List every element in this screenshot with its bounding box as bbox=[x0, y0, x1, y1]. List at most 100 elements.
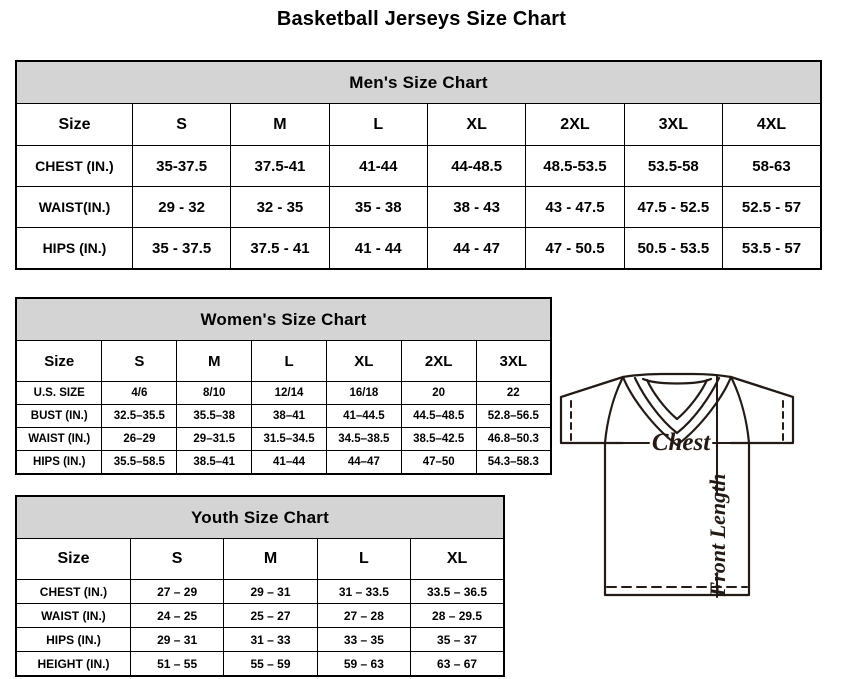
table-cell: 25 – 27 bbox=[223, 603, 318, 628]
left-armhole bbox=[603, 375, 625, 445]
table-cell: 34.5–38.5 bbox=[325, 427, 402, 451]
youth-size-chart-table: Youth Size Chart Size S M L XL CHEST (IN… bbox=[15, 495, 505, 677]
table-cell: 37.5-41 bbox=[230, 145, 330, 187]
youth-band-title: Youth Size Chart bbox=[15, 495, 505, 539]
womens-header-cell: L bbox=[251, 340, 327, 382]
womens-header-cell: M bbox=[176, 340, 253, 382]
youth-header-cell: M bbox=[223, 538, 318, 580]
table-row: HIPS (IN.) 35.5–58.5 38.5–41 41–44 44–47… bbox=[15, 450, 552, 475]
table-cell: 32 - 35 bbox=[230, 186, 330, 228]
collar-outer-v bbox=[621, 375, 733, 447]
mens-band-row: Men's Size Chart bbox=[15, 60, 822, 104]
table-cell: 44.5–48.5 bbox=[400, 404, 477, 428]
table-cell: 35-37.5 bbox=[131, 145, 232, 187]
row-label: WAIST (IN.) bbox=[15, 603, 131, 628]
table-cell: 12/14 bbox=[251, 381, 327, 405]
mens-header-cell: 3XL bbox=[623, 103, 723, 146]
table-row: BUST (IN.) 32.5–35.5 35.5–38 38–41 41–44… bbox=[15, 404, 552, 428]
row-label: WAIST(IN.) bbox=[15, 186, 133, 228]
row-label: CHEST (IN.) bbox=[15, 145, 133, 187]
table-cell: 53.5 - 57 bbox=[721, 227, 822, 270]
table-cell: 31 – 33.5 bbox=[316, 579, 412, 604]
mens-band-title: Men's Size Chart bbox=[15, 60, 822, 104]
table-cell: 33.5 – 36.5 bbox=[410, 579, 505, 604]
womens-header-cell: XL bbox=[325, 340, 402, 382]
collar-top-arc bbox=[641, 377, 713, 385]
youth-band-row: Youth Size Chart bbox=[15, 495, 505, 539]
table-cell: 58-63 bbox=[721, 145, 822, 187]
table-cell: 29 – 31 bbox=[129, 627, 225, 652]
table-row: WAIST(IN.) 29 - 32 32 - 35 35 - 38 38 - … bbox=[15, 186, 822, 228]
table-cell: 59 – 63 bbox=[316, 651, 412, 677]
front-length-measure-label: Front Length bbox=[705, 474, 730, 598]
mens-header-cell: 4XL bbox=[721, 103, 822, 146]
table-cell: 4/6 bbox=[101, 381, 178, 405]
body-outline bbox=[603, 441, 751, 597]
mens-header-cell: S bbox=[131, 103, 232, 146]
table-cell: 28 – 29.5 bbox=[410, 603, 505, 628]
table-row: WAIST (IN.) 26–29 29–31.5 31.5–34.5 34.5… bbox=[15, 427, 552, 451]
table-cell: 44-48.5 bbox=[426, 145, 527, 187]
youth-header-row: Size S M L XL bbox=[15, 538, 505, 580]
table-cell: 35.5–38 bbox=[176, 404, 253, 428]
row-label: CHEST (IN.) bbox=[15, 579, 131, 604]
table-cell: 48.5-53.5 bbox=[525, 145, 625, 187]
table-cell: 33 – 35 bbox=[316, 627, 412, 652]
table-cell: 27 – 28 bbox=[316, 603, 412, 628]
womens-header-cell: Size bbox=[15, 340, 103, 382]
row-label: HEIGHT (IN.) bbox=[15, 651, 131, 677]
youth-header-cell: XL bbox=[410, 538, 505, 580]
table-cell: 29 – 31 bbox=[223, 579, 318, 604]
table-cell: 16/18 bbox=[325, 381, 402, 405]
row-label: BUST (IN.) bbox=[15, 404, 103, 428]
table-cell: 29–31.5 bbox=[176, 427, 253, 451]
chest-measure-label: Chest bbox=[652, 429, 711, 456]
row-label: HIPS (IN.) bbox=[15, 450, 103, 475]
table-cell: 29 - 32 bbox=[131, 186, 232, 228]
table-cell: 38–41 bbox=[251, 404, 327, 428]
table-cell: 41 - 44 bbox=[328, 227, 428, 270]
table-row: CHEST (IN.) 35-37.5 37.5-41 41-44 44-48.… bbox=[15, 145, 822, 187]
table-row: HEIGHT (IN.) 51 – 55 55 – 59 59 – 63 63 … bbox=[15, 651, 505, 677]
collar-top-edge bbox=[621, 372, 733, 379]
table-cell: 35 – 37 bbox=[410, 627, 505, 652]
womens-band-title: Women's Size Chart bbox=[15, 297, 552, 341]
table-row: HIPS (IN.) 29 – 31 31 – 33 33 – 35 35 – … bbox=[15, 627, 505, 652]
table-row: WAIST (IN.) 24 – 25 25 – 27 27 – 28 28 –… bbox=[15, 603, 505, 628]
table-cell: 24 – 25 bbox=[129, 603, 225, 628]
youth-header-cell: Size bbox=[15, 538, 131, 580]
right-armhole bbox=[729, 375, 751, 445]
table-cell: 35 - 37.5 bbox=[131, 227, 232, 270]
womens-size-chart-table: Women's Size Chart Size S M L XL 2XL 3XL… bbox=[15, 297, 552, 475]
youth-header-cell: L bbox=[316, 538, 412, 580]
womens-header-cell: 2XL bbox=[400, 340, 477, 382]
womens-header-row: Size S M L XL 2XL 3XL bbox=[15, 340, 552, 382]
v-neck-jersey-illustration: Chest Front Length bbox=[535, 345, 835, 645]
table-cell: 35.5–58.5 bbox=[101, 450, 178, 475]
table-cell: 47.5 - 52.5 bbox=[623, 186, 723, 228]
table-cell: 41-44 bbox=[328, 145, 428, 187]
table-cell: 54.3–58.3 bbox=[475, 450, 552, 475]
table-cell: 47 - 50.5 bbox=[525, 227, 625, 270]
womens-header-cell: 3XL bbox=[475, 340, 552, 382]
table-row: HIPS (IN.) 35 - 37.5 37.5 - 41 41 - 44 4… bbox=[15, 227, 822, 270]
table-cell: 52.5 - 57 bbox=[721, 186, 822, 228]
collar-inner-v-1 bbox=[633, 376, 721, 435]
mens-header-cell: Size bbox=[15, 103, 133, 146]
table-cell: 41–44.5 bbox=[325, 404, 402, 428]
youth-header-cell: S bbox=[129, 538, 225, 580]
collar-inner-v-2 bbox=[645, 378, 709, 421]
mens-size-chart-table: Men's Size Chart Size S M L XL 2XL 3XL 4… bbox=[15, 60, 822, 270]
table-row: U.S. SIZE 4/6 8/10 12/14 16/18 20 22 bbox=[15, 381, 552, 405]
row-label: HIPS (IN.) bbox=[15, 627, 131, 652]
page-title: Basketball Jerseys Size Chart bbox=[276, 8, 567, 30]
table-cell: 38 - 43 bbox=[426, 186, 527, 228]
mens-header-cell: L bbox=[328, 103, 428, 146]
table-cell: 37.5 - 41 bbox=[230, 227, 330, 270]
row-label: U.S. SIZE bbox=[15, 381, 103, 405]
row-label: WAIST (IN.) bbox=[15, 427, 103, 451]
table-cell: 44 - 47 bbox=[426, 227, 527, 270]
table-cell: 63 – 67 bbox=[410, 651, 505, 677]
table-cell: 26–29 bbox=[101, 427, 178, 451]
table-cell: 55 – 59 bbox=[223, 651, 318, 677]
